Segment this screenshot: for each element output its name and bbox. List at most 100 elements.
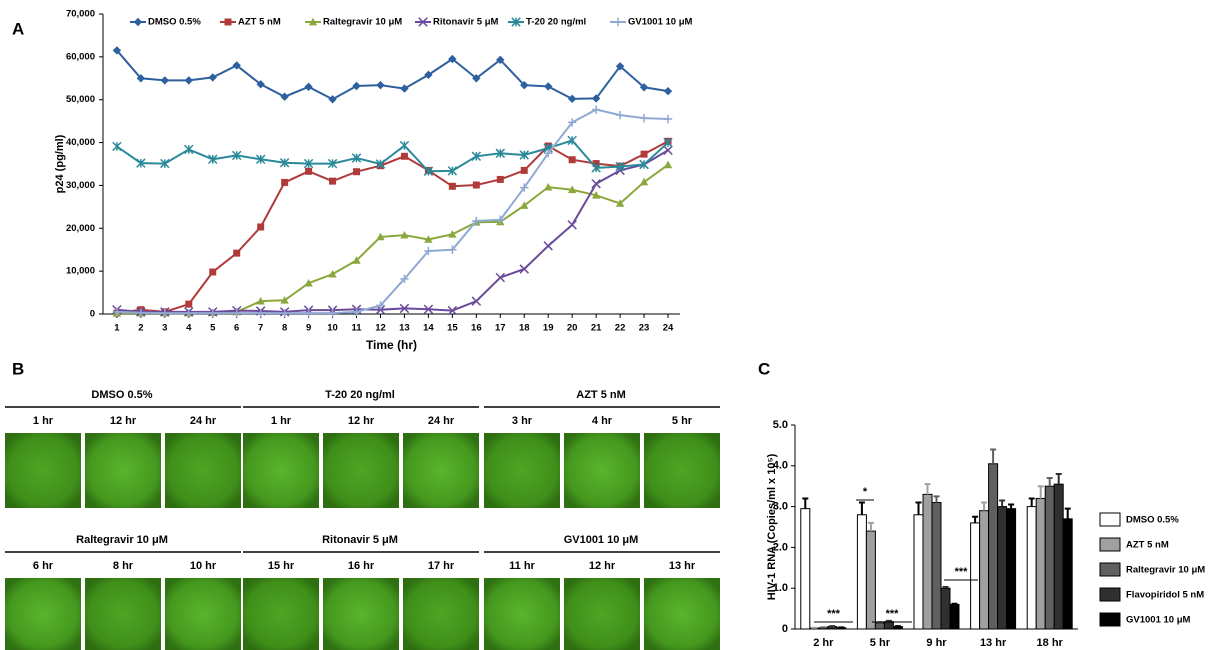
- image-label: 24 hr: [428, 415, 455, 427]
- micrograph: [644, 433, 720, 508]
- group-title: Raltegravir 10 μM: [76, 534, 168, 546]
- marker: [185, 301, 192, 308]
- image-label: 12 hr: [110, 415, 137, 427]
- bar: [801, 509, 810, 629]
- error-bar: [859, 503, 865, 515]
- y-tick-label: 30,000: [66, 180, 95, 191]
- legend-label: Raltegravir 10 μM: [1126, 565, 1205, 576]
- error-bar: [990, 449, 996, 463]
- series-line: [117, 110, 668, 314]
- legend-label: AZT 5 nM: [1126, 540, 1169, 551]
- legend-label: GV1001 10 μM: [628, 17, 693, 28]
- error-bar: [1047, 478, 1053, 486]
- marker: [544, 242, 552, 250]
- y-tick-label: 60,000: [66, 51, 95, 62]
- x-tick-label: 18 hr: [1037, 637, 1064, 649]
- legend-swatch: [1100, 513, 1120, 526]
- marker: [185, 145, 193, 153]
- micrograph: [644, 578, 720, 650]
- error-bar: [1008, 505, 1014, 509]
- image-label: 11 hr: [509, 560, 535, 572]
- legend-label: T-20 20 ng/ml: [526, 17, 586, 28]
- bar: [1007, 509, 1016, 629]
- y-tick-label: 0: [90, 309, 95, 320]
- bar: [932, 503, 941, 629]
- marker: [497, 176, 504, 183]
- panel-label: C: [758, 359, 770, 378]
- marker: [664, 161, 672, 169]
- micrograph: [564, 433, 640, 508]
- group-title: GV1001 10 μM: [564, 534, 639, 546]
- error-bar: [934, 496, 940, 502]
- error-bar: [972, 517, 978, 523]
- micrograph: [5, 578, 81, 650]
- significance-label: ***: [827, 608, 841, 620]
- bar: [923, 494, 932, 629]
- figure: A010,00020,00030,00040,00050,00060,00070…: [0, 0, 1227, 650]
- x-tick-label: 5: [210, 323, 216, 334]
- image-label: 3 hr: [512, 415, 533, 427]
- group-title: DMSO 0.5%: [91, 389, 152, 401]
- marker: [641, 151, 648, 158]
- micrograph: [484, 578, 560, 650]
- marker: [304, 83, 312, 91]
- series-line: [117, 140, 668, 171]
- legend-swatch: [1100, 538, 1120, 551]
- bar: [950, 605, 959, 629]
- marker: [281, 179, 288, 186]
- significance-label: ***: [955, 566, 969, 578]
- marker: [449, 183, 456, 190]
- marker: [257, 224, 264, 231]
- y-tick-label: 40,000: [66, 137, 95, 148]
- x-tick-label: 6: [234, 323, 239, 334]
- marker: [401, 153, 408, 160]
- bar: [941, 588, 950, 629]
- x-tick-label: 9: [306, 323, 311, 334]
- x-tick-label: 12: [375, 323, 386, 334]
- x-tick-label: 14: [423, 323, 434, 334]
- panel-label: A: [12, 19, 24, 38]
- legend-label: Ritonavir 5 μM: [433, 17, 499, 28]
- series-line: [117, 141, 668, 313]
- marker: [568, 221, 576, 229]
- x-tick-label: 5 hr: [870, 637, 891, 649]
- micrograph: [323, 578, 399, 650]
- x-tick-label: 24: [663, 323, 674, 334]
- marker: [400, 84, 408, 92]
- x-tick-label: 11: [351, 323, 362, 334]
- x-tick-label: 23: [639, 323, 650, 334]
- marker: [473, 182, 480, 189]
- y-tick-label: 70,000: [66, 9, 95, 20]
- image-label: 12 hr: [589, 560, 616, 572]
- x-tick-label: 13: [399, 323, 410, 334]
- x-tick-label: 7: [258, 323, 263, 334]
- marker: [161, 76, 169, 84]
- group-title: T-20 20 ng/ml: [325, 389, 395, 401]
- bar: [989, 464, 998, 629]
- x-tick-label: 22: [615, 323, 626, 334]
- x-tick-label: 13 hr: [980, 637, 1007, 649]
- x-tick-label: 17: [495, 323, 506, 334]
- image-label: 6 hr: [33, 560, 54, 572]
- error-bar: [952, 604, 958, 605]
- bar: [866, 531, 875, 629]
- bar: [875, 623, 884, 629]
- x-tick-label: 3: [162, 323, 167, 334]
- marker: [328, 95, 336, 103]
- micrograph: [323, 433, 399, 508]
- x-tick-label: 19: [543, 323, 554, 334]
- legend-label: DMSO 0.5%: [148, 17, 201, 28]
- error-bar: [1038, 486, 1044, 498]
- marker: [328, 270, 336, 278]
- y-tick-label: 20,000: [66, 223, 95, 234]
- marker: [329, 178, 336, 185]
- micrograph: [403, 433, 479, 508]
- legend-label: GV1001 10 μM: [1126, 615, 1191, 626]
- image-label: 10 hr: [190, 560, 217, 572]
- bar: [1063, 519, 1072, 629]
- x-tick-label: 10: [327, 323, 338, 334]
- marker: [209, 269, 216, 276]
- marker: [352, 82, 360, 90]
- image-label: 24 hr: [190, 415, 217, 427]
- marker: [376, 81, 384, 89]
